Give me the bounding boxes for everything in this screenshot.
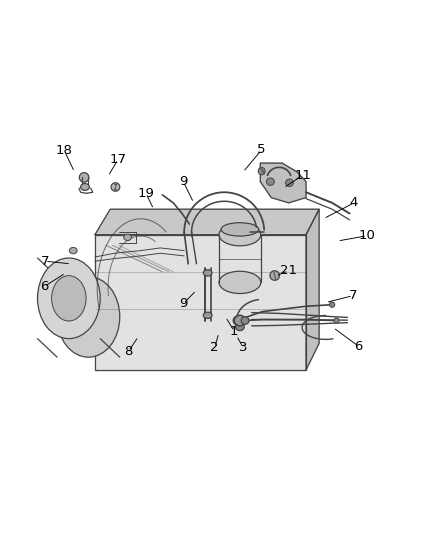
Ellipse shape — [221, 223, 259, 236]
Ellipse shape — [286, 179, 293, 187]
Polygon shape — [95, 235, 306, 370]
Text: 7: 7 — [41, 255, 49, 268]
Ellipse shape — [241, 317, 249, 324]
Polygon shape — [95, 209, 319, 235]
Text: 21: 21 — [280, 264, 297, 277]
Text: 18: 18 — [56, 144, 73, 157]
Ellipse shape — [258, 167, 265, 175]
Text: 6: 6 — [354, 340, 363, 352]
Ellipse shape — [79, 173, 89, 182]
Ellipse shape — [38, 258, 100, 338]
Text: 2: 2 — [210, 341, 219, 353]
Polygon shape — [260, 163, 306, 203]
Text: 3: 3 — [239, 341, 247, 353]
Text: 6: 6 — [40, 280, 48, 293]
Text: 10: 10 — [359, 229, 375, 242]
Ellipse shape — [203, 270, 212, 276]
Ellipse shape — [69, 247, 77, 254]
Ellipse shape — [124, 234, 131, 240]
Ellipse shape — [52, 276, 86, 321]
Ellipse shape — [266, 178, 274, 185]
Polygon shape — [306, 209, 319, 370]
Ellipse shape — [234, 316, 246, 326]
Text: 4: 4 — [350, 196, 358, 209]
Ellipse shape — [329, 302, 335, 308]
Text: 8: 8 — [124, 345, 133, 358]
Text: 19: 19 — [138, 187, 154, 200]
Text: 5: 5 — [258, 143, 266, 156]
Text: 17: 17 — [110, 153, 127, 166]
Text: 1: 1 — [230, 325, 238, 338]
Ellipse shape — [81, 183, 89, 190]
Ellipse shape — [236, 323, 244, 330]
Ellipse shape — [334, 318, 339, 323]
Text: 9: 9 — [179, 297, 187, 310]
Ellipse shape — [219, 223, 261, 246]
Text: 7: 7 — [349, 289, 357, 302]
Ellipse shape — [57, 277, 120, 357]
Ellipse shape — [111, 183, 120, 191]
Ellipse shape — [270, 271, 279, 280]
Text: 9: 9 — [179, 175, 187, 188]
Ellipse shape — [203, 312, 212, 318]
Text: 11: 11 — [294, 169, 311, 182]
Ellipse shape — [233, 316, 244, 325]
Ellipse shape — [219, 271, 261, 294]
